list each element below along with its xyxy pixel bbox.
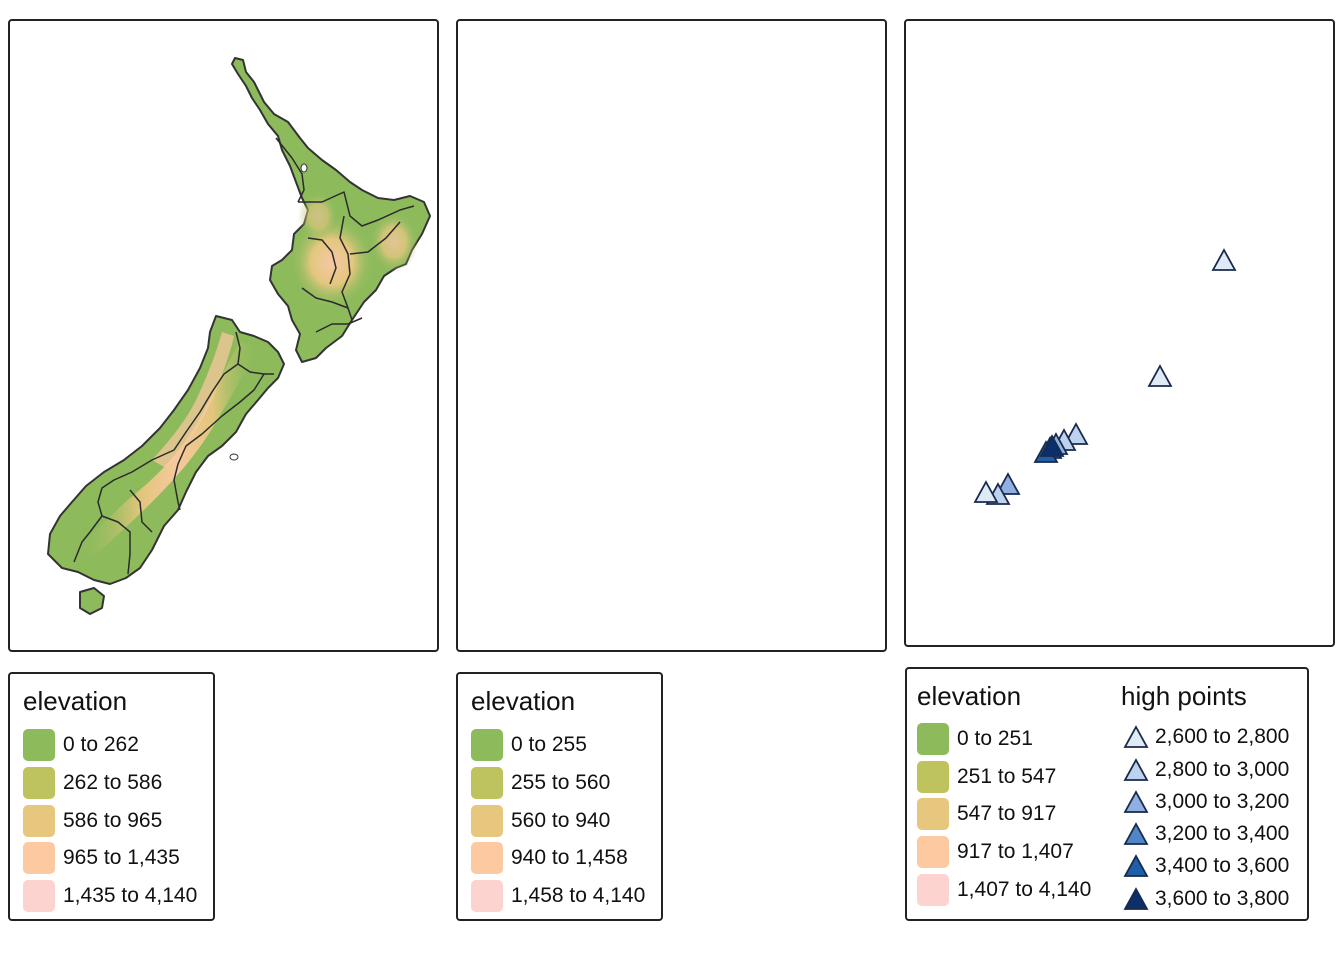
legend-swatch (23, 880, 55, 912)
high-point-marker (1063, 422, 1089, 445)
high-point-marker (995, 472, 1021, 495)
high-point-marker (1147, 364, 1173, 387)
legend-swatch (471, 805, 503, 837)
legend-label: 547 to 917 (957, 802, 1057, 825)
legend-item: 0 to 262 (23, 729, 139, 761)
triangle-icon (1123, 887, 1149, 910)
legend-label: 1,407 to 4,140 (957, 878, 1092, 901)
high-point-marker (1211, 248, 1237, 271)
legend-label: 586 to 965 (63, 809, 163, 832)
legend-title: elevation (23, 686, 128, 716)
triangle-icon (1123, 758, 1149, 781)
legend-item: 0 to 255 (471, 729, 587, 761)
map-panel-2 (456, 19, 887, 652)
legend-label: 560 to 940 (511, 809, 611, 832)
legend-item: 547 to 917 (917, 798, 1056, 830)
legend-title: elevation (917, 681, 1022, 711)
legend-swatch (917, 761, 949, 793)
high-points-legend-item: 3,200 to 3,400 (1123, 820, 1289, 848)
legend-swatch (917, 874, 949, 906)
nz-map-1 (47, 57, 431, 615)
legend-swatch (23, 805, 55, 837)
legend-panel-3: elevation 0 to 251 251 to 547 547 to 917… (905, 667, 1309, 921)
high-points-layer (973, 248, 1237, 505)
legend-label: 3,600 to 3,800 (1155, 887, 1290, 910)
legend-label: 917 to 1,407 (957, 840, 1074, 863)
high-points-legend-item: 3,400 to 3,600 (1123, 852, 1289, 880)
triangle-icon (1123, 790, 1149, 813)
triangle-icon (1123, 822, 1149, 845)
high-points-legend-item: 3,000 to 3,200 (1123, 788, 1289, 816)
legend-item: 1,407 to 4,140 (917, 874, 1091, 906)
legend-item: 251 to 547 (917, 761, 1056, 793)
legend-swatch (471, 767, 503, 799)
legend-label: 3,400 to 3,600 (1155, 854, 1290, 877)
legend-label: 965 to 1,435 (63, 846, 180, 869)
map-panel-3 (904, 19, 1335, 647)
map-panel-1 (8, 19, 439, 652)
legend-item: 940 to 1,458 (471, 842, 628, 874)
legend-label: 251 to 547 (957, 765, 1057, 788)
legend-swatch (917, 723, 949, 755)
legend-label: 0 to 262 (63, 733, 139, 756)
legend-label: 2,800 to 3,000 (1155, 758, 1290, 781)
high-points-legend-item: 2,600 to 2,800 (1123, 723, 1289, 751)
legend-swatch (23, 767, 55, 799)
legend-swatch (23, 842, 55, 874)
legend-swatch (471, 729, 503, 761)
legend-label: 2,600 to 2,800 (1155, 725, 1290, 748)
nz-map-3 (973, 248, 1237, 505)
legend-swatch (917, 798, 949, 830)
legend-swatch (917, 836, 949, 868)
legend-title: elevation (471, 686, 576, 716)
legend-swatch (471, 842, 503, 874)
legend-swatch (23, 729, 55, 761)
legend-swatch (471, 880, 503, 912)
legend-label: 255 to 560 (511, 771, 611, 794)
legend-item: 262 to 586 (23, 767, 162, 799)
high-points-legend-item: 2,800 to 3,000 (1123, 756, 1289, 784)
triangle-icon (1123, 854, 1149, 877)
legend-item: 1,435 to 4,140 (23, 880, 197, 912)
legend-panel-2: elevation 0 to 255 255 to 560 560 to 940… (456, 672, 663, 921)
legend-item: 560 to 940 (471, 805, 610, 837)
legend-label: 262 to 586 (63, 771, 163, 794)
high-points-legend-title: high points (1121, 681, 1247, 711)
legend-label: 0 to 251 (957, 727, 1033, 750)
legend-label: 940 to 1,458 (511, 846, 628, 869)
legend-panel-1: elevation 0 to 262 262 to 586 586 to 965… (8, 672, 215, 921)
triangle-icon (1123, 725, 1149, 748)
legend-label: 3,200 to 3,400 (1155, 822, 1290, 845)
legend-label: 1,435 to 4,140 (63, 884, 198, 907)
high-points-legend-item: 3,600 to 3,800 (1123, 885, 1289, 913)
high-point-marker (973, 480, 999, 503)
nz-map-2 (458, 21, 889, 654)
legend-label: 1,458 to 4,140 (511, 884, 646, 907)
legend-item: 0 to 251 (917, 723, 1033, 755)
legend-label: 3,000 to 3,200 (1155, 790, 1290, 813)
legend-item: 1,458 to 4,140 (471, 880, 645, 912)
legend-label: 0 to 255 (511, 733, 587, 756)
legend-item: 917 to 1,407 (917, 836, 1074, 868)
high-point-marker (1039, 434, 1065, 457)
legend-item: 255 to 560 (471, 767, 610, 799)
legend-item: 965 to 1,435 (23, 842, 180, 874)
legend-item: 586 to 965 (23, 805, 162, 837)
